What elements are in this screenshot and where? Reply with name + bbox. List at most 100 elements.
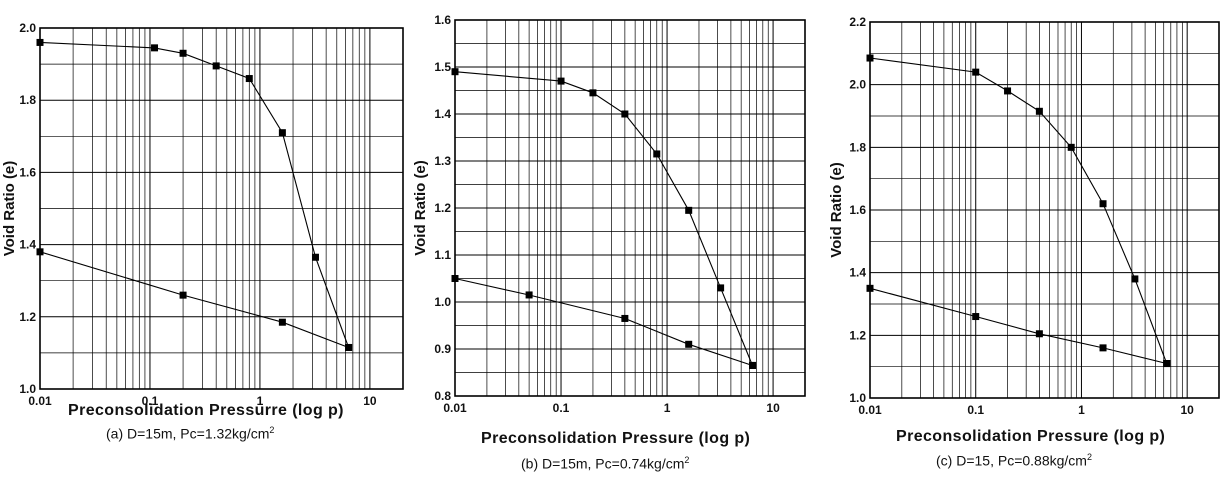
chart-b-y-tick-label: 1.0	[434, 295, 451, 309]
chart-b-series-1-point	[717, 284, 725, 292]
chart-a-x-tick-label: 0.01	[28, 394, 52, 408]
chart-c-x-tick-label: 0.1	[967, 403, 984, 417]
chart-c-y-tick-label: 2.0	[849, 78, 866, 92]
chart-b-caption: (b) D=15m, Pc=0.74kg/cm2	[521, 455, 689, 472]
chart-a-x-tick-label: 1	[257, 394, 264, 408]
chart-b-plot-frame	[454, 19, 806, 397]
chart-b-series-2-line	[454, 277, 753, 367]
chart-a-series-2-point	[179, 291, 187, 299]
chart-c-series-1-point	[866, 54, 874, 62]
chart-a-caption-sup: 2	[269, 425, 275, 435]
chart-b-series-2-point	[451, 275, 459, 282]
chart-a-series-1-point	[179, 49, 187, 57]
chart-a-series-1-point	[245, 75, 253, 83]
chart-b-caption-text: (b) D=15m, Pc=0.74kg/cm	[521, 455, 685, 472]
chart-c-y-gridlines	[870, 21, 1219, 399]
chart-c-series-1-point	[1067, 143, 1075, 151]
chart-b-y-tick-label: 1.1	[434, 248, 451, 262]
chart-b-x-axis-label: Preconsolidation Pressure (log p)	[481, 430, 751, 447]
chart-a-series-2-line	[39, 251, 349, 349]
chart-a-series-2-point	[36, 248, 44, 256]
chart-panel-c: 1.0 1.2 1.4 1.6 1.8 2.0 2.2 0.01 0.1 1 10 Void Rati…	[815, 0, 1225, 480]
chart-c-x-axis-label: Preconsolidation Pressure (log p)	[896, 428, 1166, 445]
chart-c-series-1-point	[1131, 275, 1139, 283]
chart-b-y-tick-label: 0.8	[434, 389, 451, 403]
chart-c-y-tick-label: 1.8	[849, 140, 866, 154]
chart-a-series-1-point	[278, 129, 286, 137]
chart-b-series-2-point	[685, 340, 693, 348]
chart-b-caption-sup: 2	[684, 455, 690, 465]
chart-b-series-1-point	[589, 89, 597, 97]
chart-c-y-tick-label: 1.4	[849, 266, 866, 280]
chart-b-series-1-line	[454, 71, 754, 366]
chart-a-y-axis-label: Void Ratio (e)	[1, 161, 18, 257]
chart-c-caption-sup: 2	[1086, 452, 1092, 462]
chart-c-caption: (c) D=15, Pc=0.88kg/cm2	[936, 452, 1092, 469]
chart-c-series-1-point	[972, 68, 980, 76]
chart-b-y-tick-label: 1.4	[434, 107, 451, 121]
chart-a-plot: 1.0 1.2 1.4 1.6 1.8 2.0 0.01 0.1 1 10 Void Ratio (…	[1, 21, 404, 408]
chart-b-y-tick-label: 1.6	[434, 13, 451, 27]
chart-a-x-axis-label: Preconsolidation Pressurre (log p)	[68, 402, 344, 419]
chart-c-series-2-point	[1163, 360, 1171, 368]
chart-b-series-1-point	[685, 206, 693, 214]
chart-b-x-tick-label: 1	[664, 401, 671, 415]
chart-a-series-1-point	[311, 253, 319, 261]
chart-b-y-tick-label: 0.9	[434, 342, 451, 356]
chart-a-caption-text: (a) D=15m, Pc=1.32kg/cm	[106, 425, 270, 442]
chart-b-y-tick-label: 1.3	[434, 154, 451, 168]
chart-b-y-tick-label: 1.2	[434, 201, 451, 215]
chart-a-x-tick-label: 10	[363, 394, 377, 408]
chart-b-series-2-point	[525, 291, 533, 299]
chart-c-y-tick-label: 1.6	[849, 203, 866, 217]
chart-a-y-gridlines	[40, 27, 403, 390]
chart-c-series-2-point	[972, 313, 980, 321]
chart-a-series-1-point	[151, 44, 159, 52]
chart-c-y-axis-label: Void Ratio (e)	[828, 162, 845, 258]
chart-b-series-1-point	[653, 150, 661, 158]
chart-a-y-tick-label: 1.0	[19, 382, 36, 396]
chart-c-plot: 1.0 1.2 1.4 1.6 1.8 2.0 2.2 0.01 0.1 1 10 Void Rati…	[828, 15, 1220, 417]
chart-b-x-tick-label: 0.1	[553, 401, 570, 415]
chart-c-series-1-point	[1004, 87, 1012, 95]
chart-a-plot-frame	[39, 27, 404, 390]
chart-a-caption: (a) D=15m, Pc=1.32kg/cm2	[106, 425, 274, 442]
chart-c-plot-frame	[869, 21, 1220, 399]
chart-b-series-2-point	[621, 314, 629, 322]
chart-b-x-tick-label: 10	[766, 401, 780, 415]
chart-a-series-1-point	[212, 62, 220, 70]
chart-panel-a: 1.0 1.2 1.4 1.6 1.8 2.0 0.01 0.1 1 10 Void Ratio (…	[0, 0, 405, 480]
chart-a-y-tick-label: 1.4	[19, 238, 36, 252]
chart-a-series-2-point	[345, 343, 353, 351]
chart-b-plot: 0.8 0.9 1.0 1.1 1.2 1.3 1.4 1.5 1.6 0.01 0.1 1 10 Voi…	[412, 13, 806, 415]
chart-c-y-tick-label: 2.2	[849, 15, 866, 29]
chart-a-series-1-line	[39, 41, 350, 348]
chart-b-series-1-point	[621, 110, 629, 118]
chart-c-y-tick-label: 1.2	[849, 328, 866, 342]
chart-b-series-1-point	[557, 77, 565, 85]
chart-c-series-1-point	[1035, 107, 1043, 115]
chart-a-y-tick-label: 1.8	[19, 93, 36, 107]
chart-a-series-2-point	[278, 318, 286, 326]
chart-c-series-2-line	[869, 287, 1167, 365]
chart-a-y-tick-label: 2.0	[19, 21, 36, 35]
chart-b-series-1-point	[451, 68, 459, 76]
chart-c-x-tick-label: 1	[1078, 403, 1085, 417]
chart-b-y-axis-label: Void Ratio (e)	[412, 160, 429, 256]
chart-b-y-tick-label: 1.5	[434, 60, 451, 74]
chart-a-y-tick-label: 1.2	[19, 310, 36, 324]
chart-a-y-tick-label: 1.6	[19, 165, 36, 179]
chart-panel-b: 0.8 0.9 1.0 1.1 1.2 1.3 1.4 1.5 1.6 0.01 0.1 1 10 Voi…	[405, 0, 815, 480]
chart-c-series-2-point	[1099, 344, 1107, 352]
chart-c-series-2-point	[866, 284, 874, 292]
chart-c-series-1-line	[869, 57, 1168, 364]
chart-a-x-tick-label: 0.1	[142, 394, 159, 408]
chart-c-y-tick-label: 1.0	[849, 391, 866, 405]
chart-b-series-2-point	[749, 361, 757, 369]
chart-b-x-tick-label: 0.01	[443, 401, 467, 415]
chart-a-series-1-point	[36, 38, 44, 46]
chart-c-caption-text: (c) D=15, Pc=0.88kg/cm	[936, 452, 1087, 469]
chart-c-x-tick-label: 0.01	[858, 403, 882, 417]
chart-c-series-1-point	[1099, 200, 1107, 208]
chart-c-x-tick-label: 10	[1180, 403, 1194, 417]
